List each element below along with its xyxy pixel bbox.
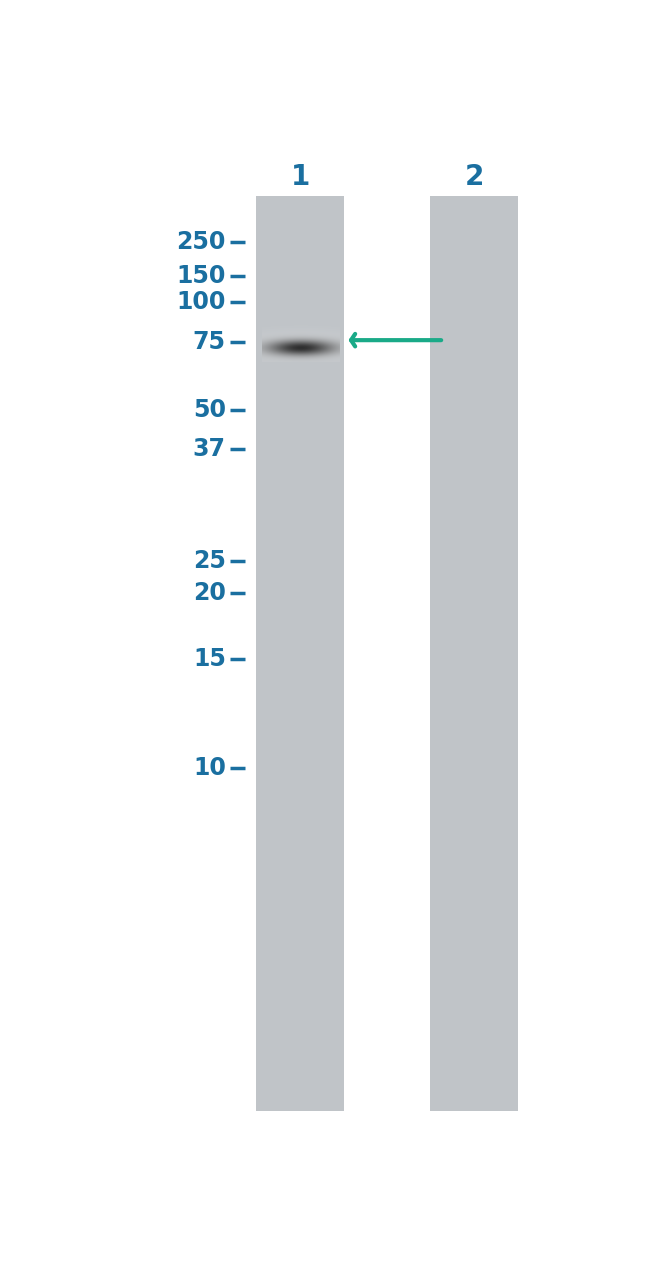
Bar [256, 197, 344, 1111]
Text: 25: 25 [193, 549, 226, 573]
Text: 1: 1 [291, 163, 310, 190]
Text: 37: 37 [193, 437, 226, 461]
Text: 75: 75 [193, 330, 226, 354]
Bar [430, 197, 518, 1111]
Text: 15: 15 [193, 646, 226, 671]
Text: 250: 250 [176, 230, 226, 254]
Text: 150: 150 [176, 264, 226, 287]
Text: 2: 2 [465, 163, 484, 190]
Text: 20: 20 [193, 582, 226, 606]
Text: 100: 100 [176, 290, 226, 314]
Text: 10: 10 [193, 757, 226, 781]
Text: 50: 50 [193, 398, 226, 422]
